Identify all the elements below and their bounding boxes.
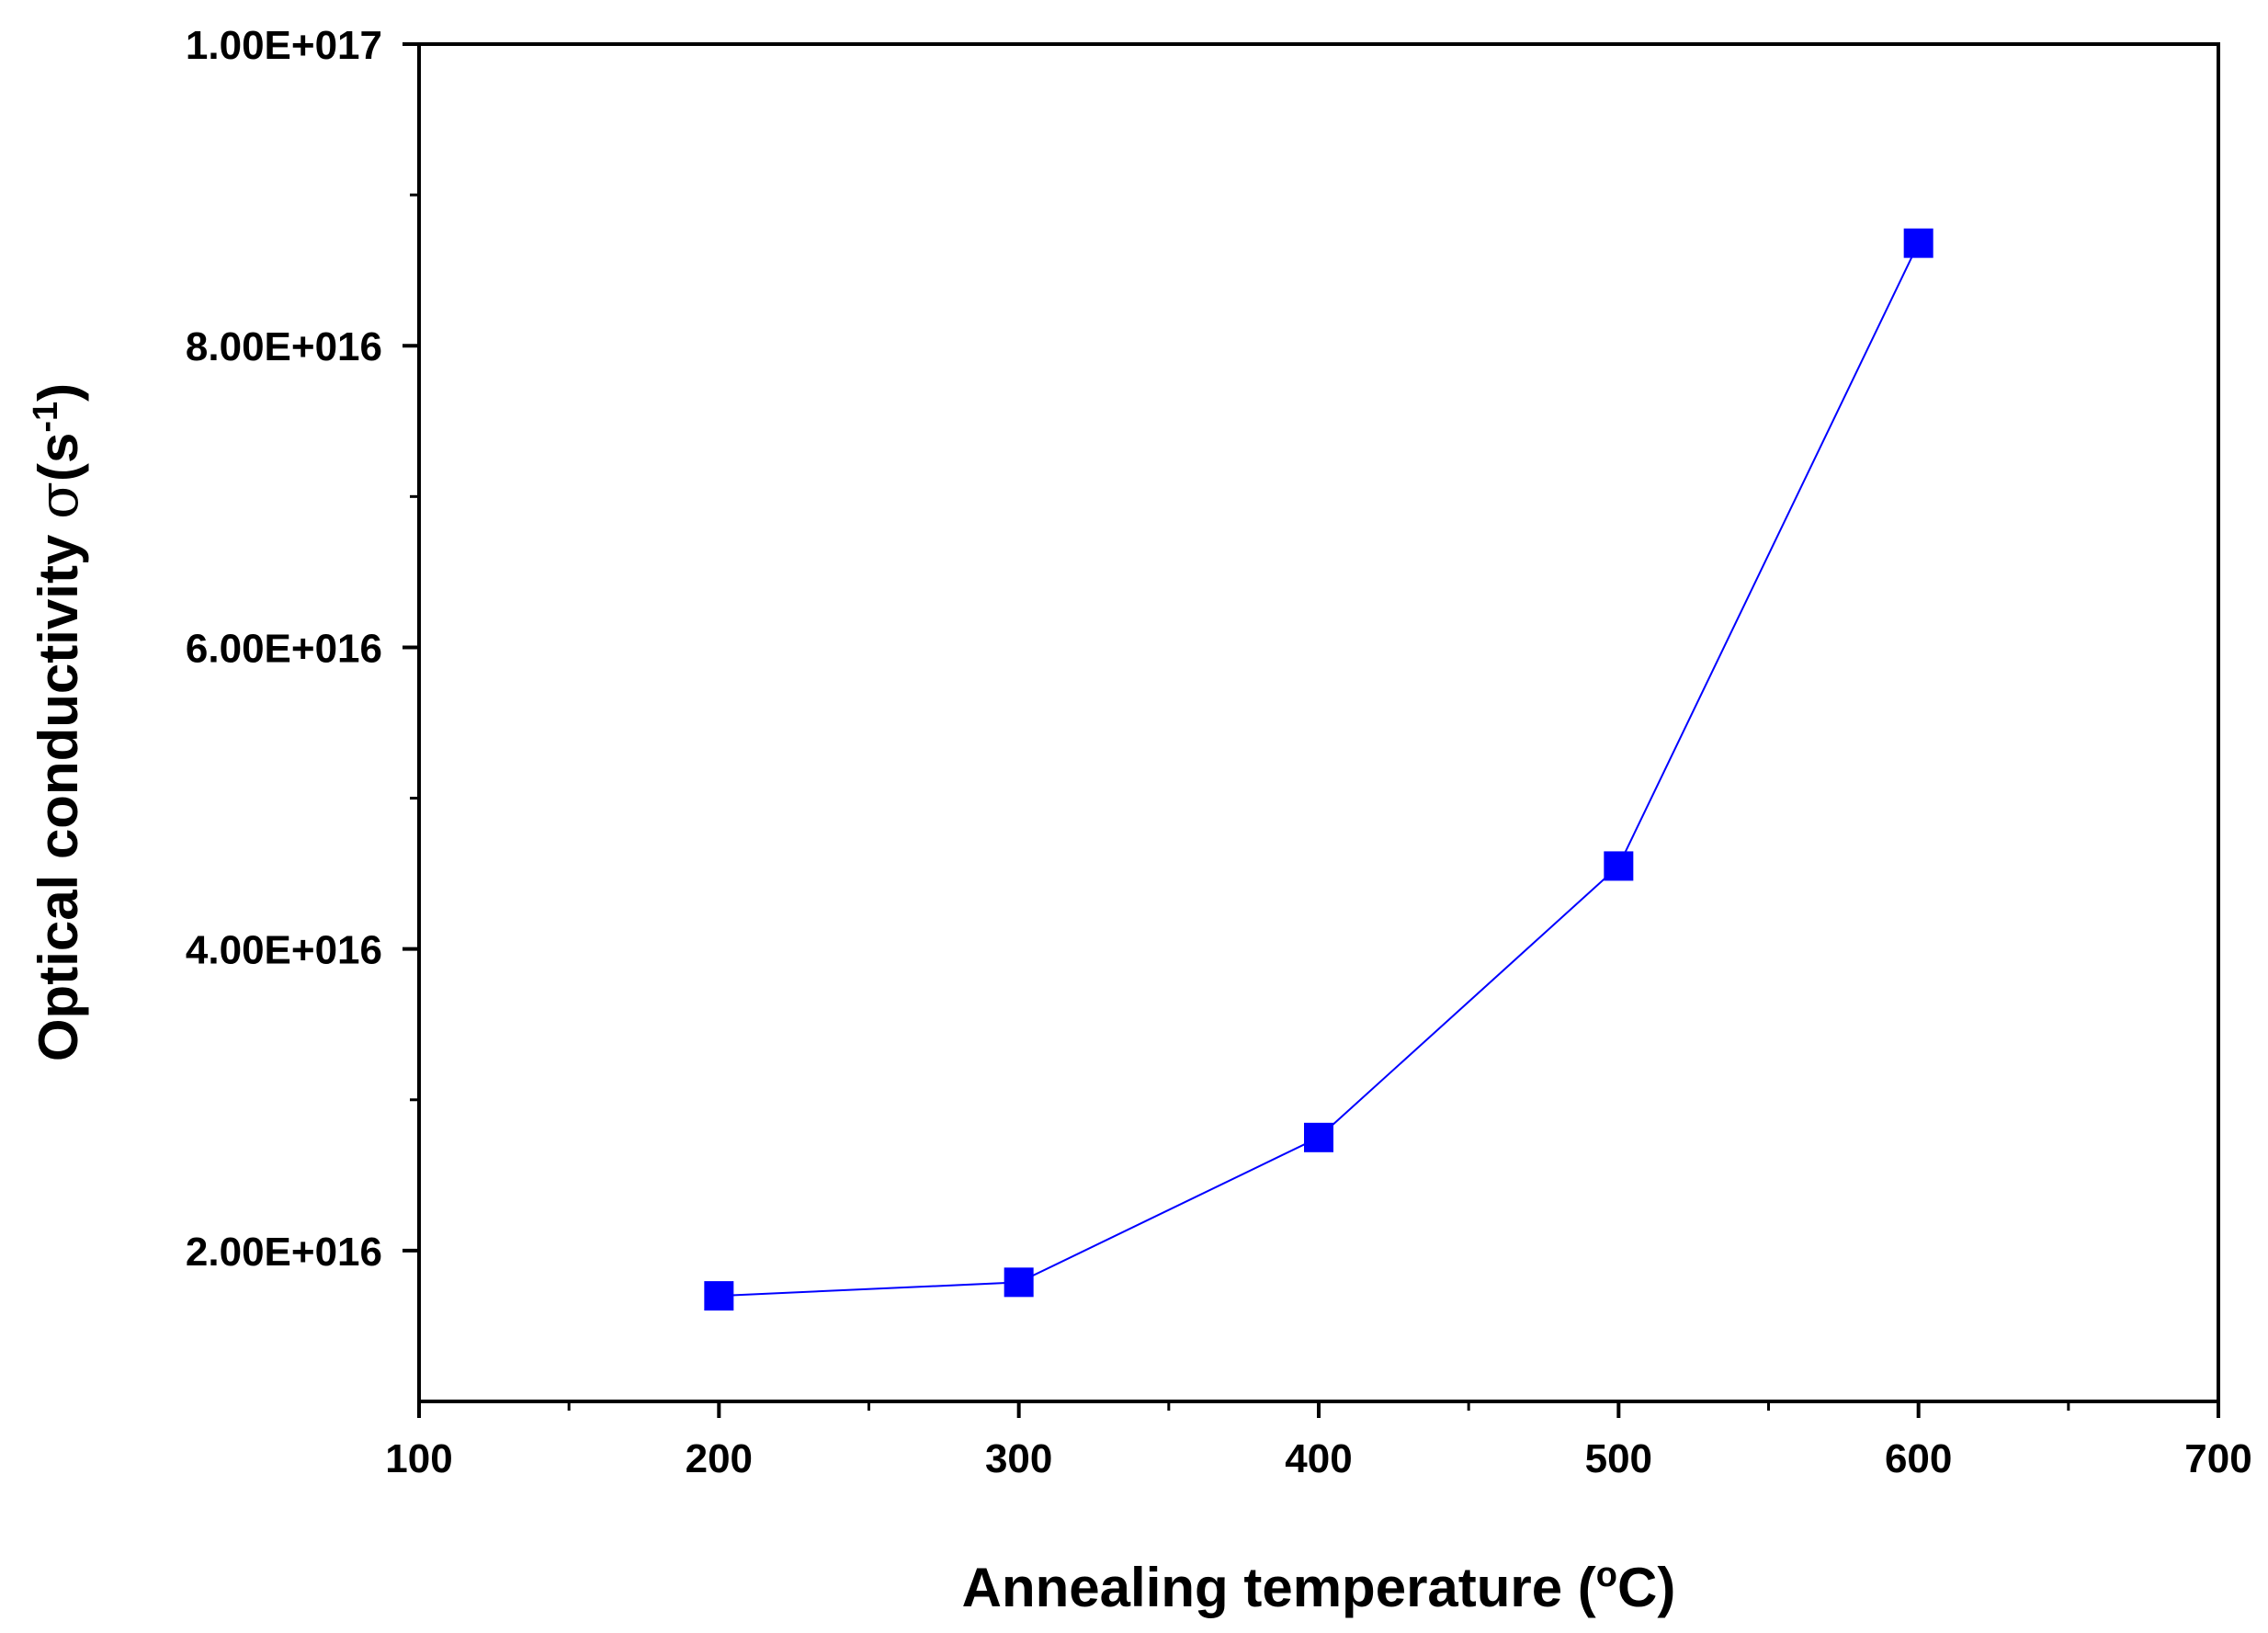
- y-axis-title: Optical conductivity σ(s-1): [27, 383, 91, 1061]
- x-axis-title: Annealing temperature (oC): [962, 1556, 1676, 1618]
- x-axis-ticks: 100 200 300 400 500 600 700: [385, 1401, 2252, 1481]
- y-tick-label: 8.00E+016: [186, 324, 382, 369]
- x-tick-label: 200: [686, 1436, 753, 1481]
- x-axis-title-unit: C): [1617, 1557, 1675, 1618]
- y-tick-label: 4.00E+016: [186, 928, 382, 973]
- x-tick-label: 400: [1285, 1436, 1352, 1481]
- y-axis-title-sup: -1: [27, 402, 65, 433]
- data-point-marker: [1604, 851, 1634, 881]
- x-tick-label: 300: [985, 1436, 1052, 1481]
- y-axis-title-open: (s: [28, 433, 89, 482]
- x-tick-label: 100: [385, 1436, 452, 1481]
- y-tick-label: 6.00E+016: [186, 626, 382, 671]
- x-tick-label: 700: [2184, 1436, 2251, 1481]
- y-axis-title-symbol: σ: [27, 482, 91, 519]
- y-axis-ticks: 2.00E+016 4.00E+016 6.00E+016 8.00E+016 1.00…: [186, 23, 419, 1275]
- plot-frame: [417, 42, 2220, 1403]
- data-point-marker: [1903, 228, 1933, 258]
- data-point-marker: [704, 1281, 734, 1311]
- x-tick-label: 500: [1585, 1436, 1652, 1481]
- y-axis-title-main: Optical conductivity: [28, 519, 89, 1061]
- x-axis-title-main: Annealing temperature (: [962, 1557, 1596, 1618]
- data-point-marker: [1004, 1267, 1034, 1298]
- x-axis-title-sup: o: [1596, 1556, 1617, 1594]
- y-tick-label: 2.00E+016: [186, 1230, 382, 1275]
- data-point-marker: [1304, 1122, 1333, 1152]
- y-tick-label: 1.00E+017: [186, 23, 382, 68]
- y-axis-title-close: ): [28, 383, 89, 402]
- series-layer: [704, 228, 1933, 1311]
- x-tick-label: 600: [1885, 1436, 1952, 1481]
